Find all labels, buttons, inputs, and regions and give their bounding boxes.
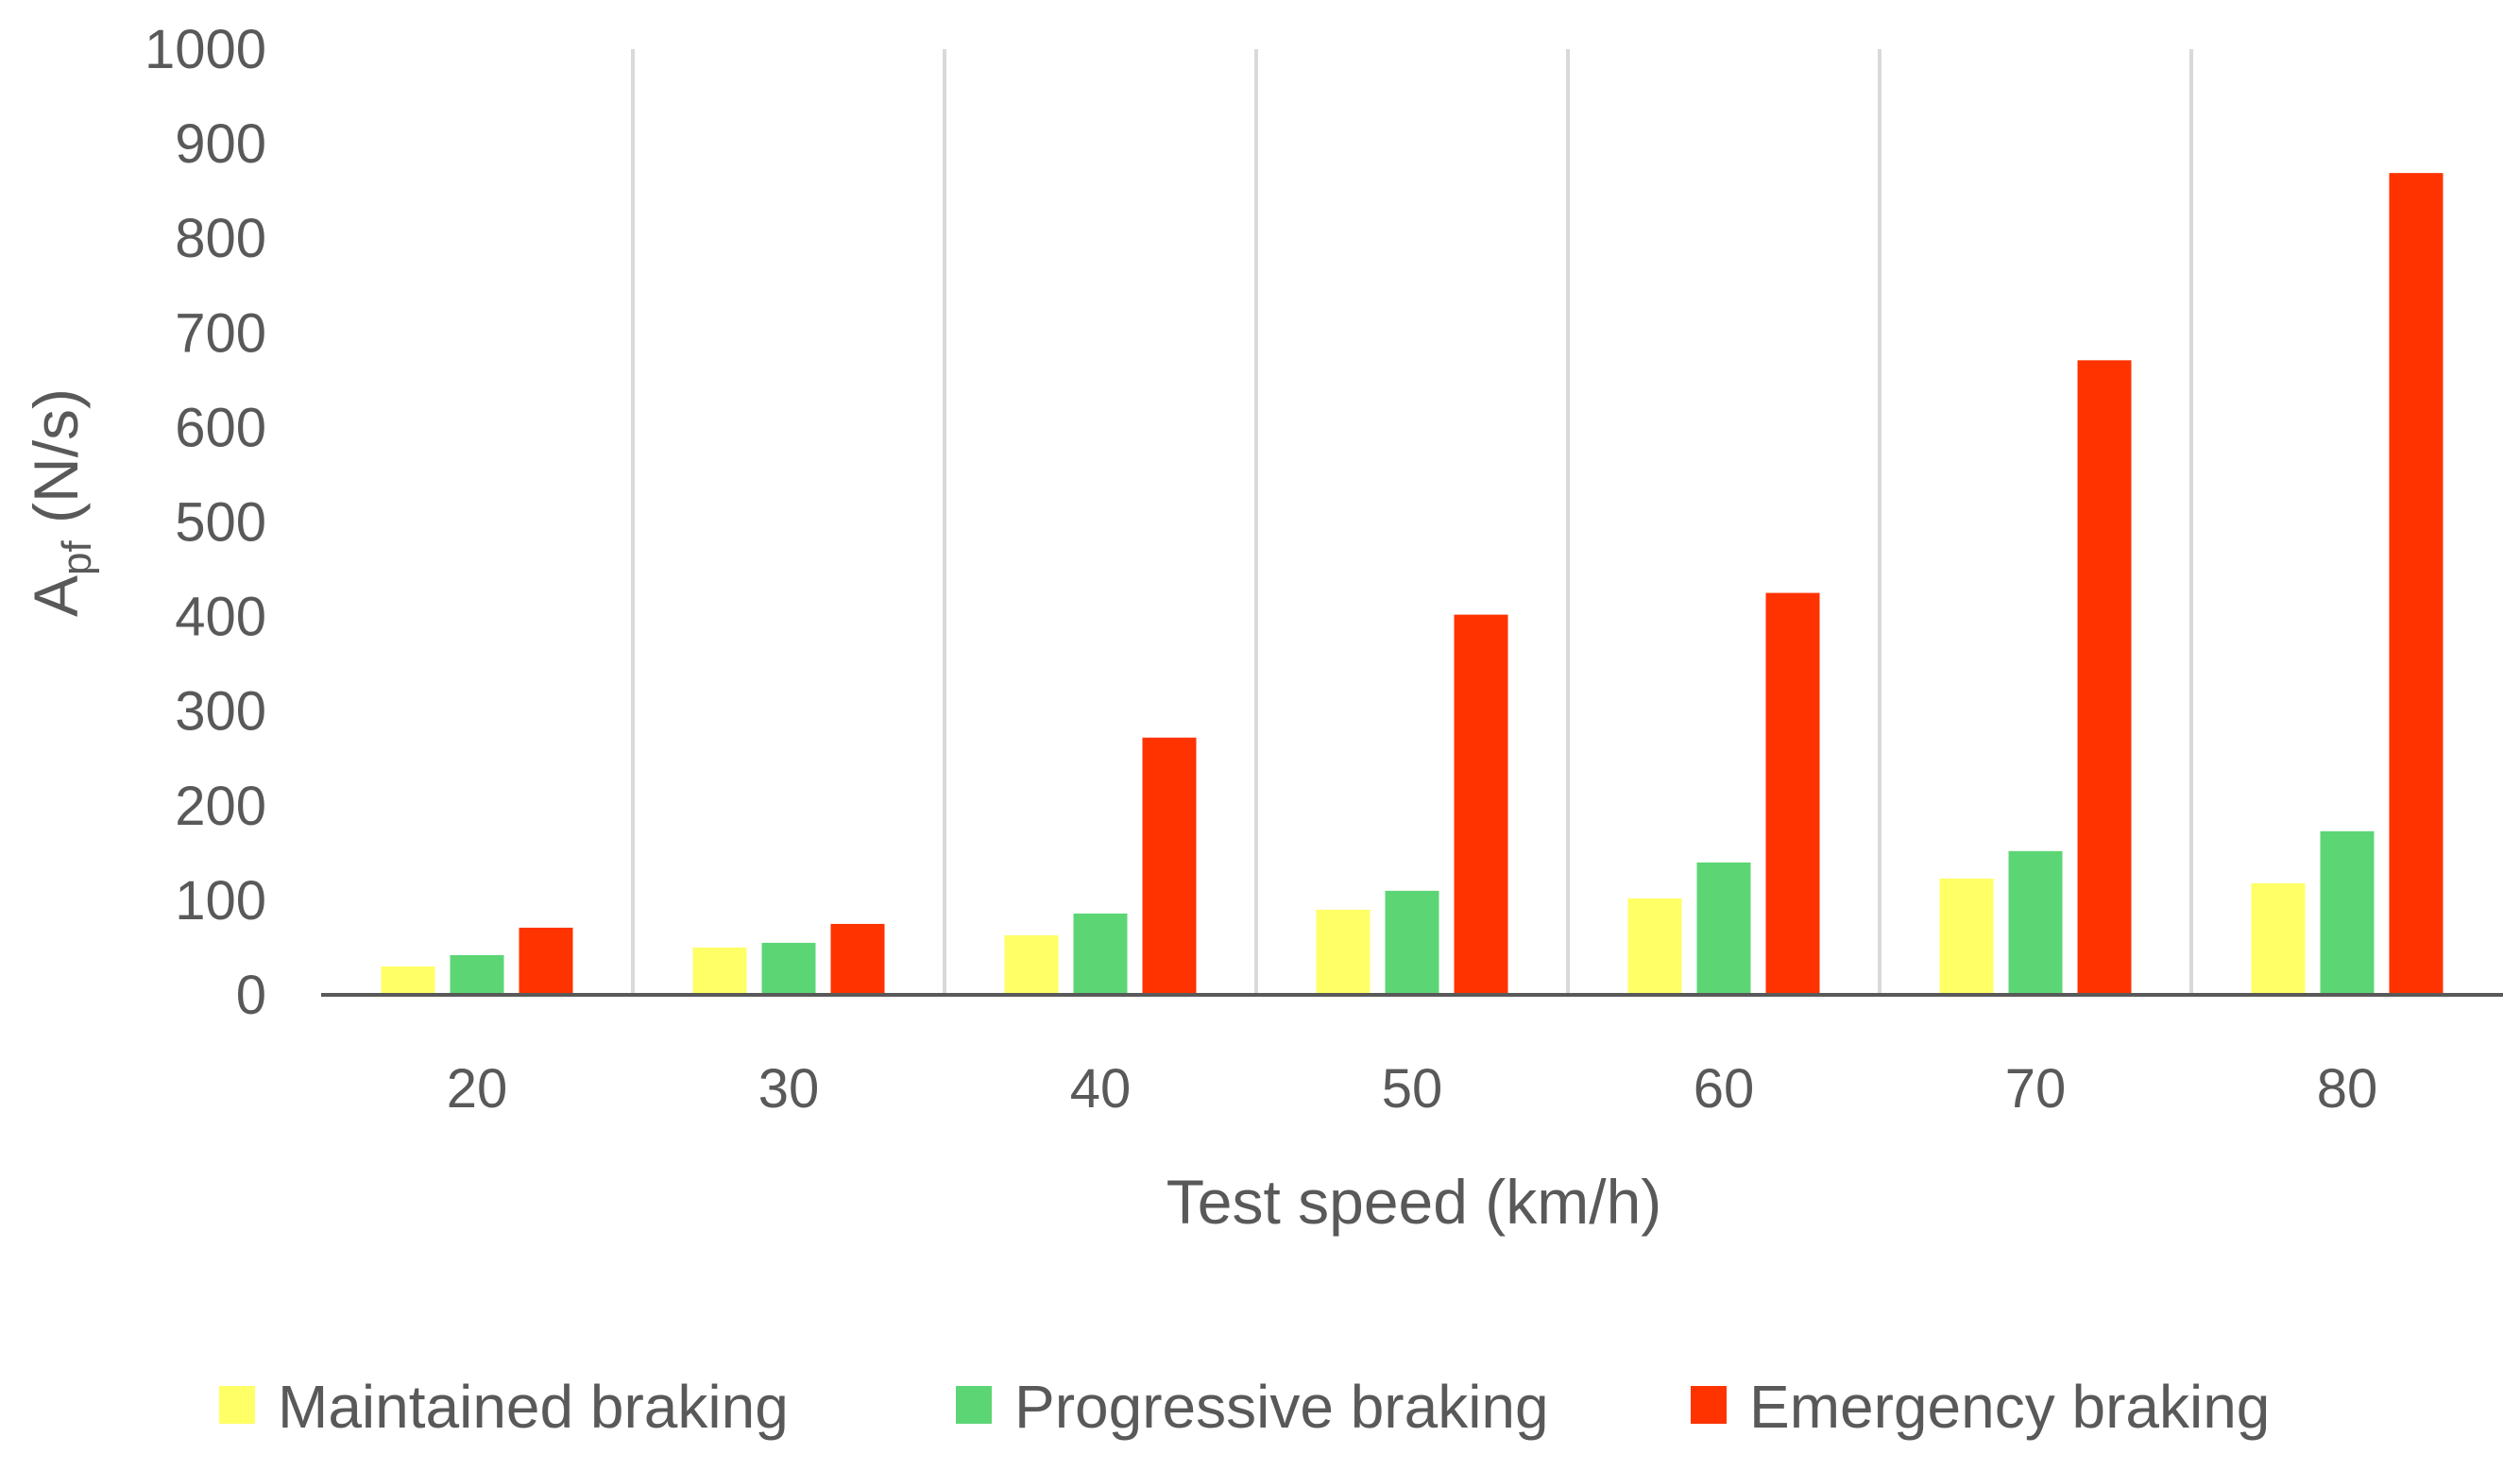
legend-swatch-progressive-braking xyxy=(956,1386,992,1424)
legend: Maintained braking Progressive braking Eme… xyxy=(219,1373,2270,1441)
x-tick-labels: 20 30 40 50 60 70 80 xyxy=(447,1058,2378,1120)
y-tick-label: 600 xyxy=(175,397,266,458)
y-tick-label: 700 xyxy=(175,302,266,364)
bar-emergency-braking-80 xyxy=(2389,173,2443,996)
x-tick-label: 50 xyxy=(1382,1058,1443,1120)
x-axis-title: Test speed (km/h) xyxy=(1166,1167,1662,1237)
y-tick-label: 400 xyxy=(175,587,266,648)
bar-emergency-braking-70 xyxy=(2077,360,2132,996)
bar-progressive-braking-70 xyxy=(2008,850,2063,995)
y-tick-labels: 0 100 200 300 400 500 600 700 800 900 1000 xyxy=(145,19,266,1026)
bar-maintained-braking-40 xyxy=(1004,934,1059,995)
bar-maintained-braking-80 xyxy=(2251,882,2306,995)
bar-progressive-braking-80 xyxy=(2320,830,2375,995)
x-tick-label: 60 xyxy=(1694,1058,1755,1120)
y-tick-label: 300 xyxy=(175,681,266,743)
bar-maintained-braking-70 xyxy=(1939,878,1994,995)
bar-progressive-braking-20 xyxy=(450,954,504,995)
grid-layer xyxy=(631,49,2193,995)
bar-maintained-braking-30 xyxy=(692,947,747,995)
y-axis-title-main: A xyxy=(21,575,91,617)
bar-maintained-braking-60 xyxy=(1627,898,1682,995)
y-axis-title: Apf (N/s) xyxy=(21,388,100,617)
y-axis-title-subscript: pf xyxy=(54,540,100,575)
y-tick-label: 100 xyxy=(175,870,266,932)
legend-swatch-maintained-braking xyxy=(219,1386,255,1424)
legend-swatch-emergency-braking xyxy=(1691,1386,1727,1424)
bar-progressive-braking-40 xyxy=(1073,913,1128,995)
y-tick-label: 1000 xyxy=(145,19,266,80)
bar-progressive-braking-50 xyxy=(1385,890,1439,995)
x-tick-label: 80 xyxy=(2317,1058,2378,1120)
x-tick-label: 40 xyxy=(1070,1058,1132,1120)
bar-emergency-braking-40 xyxy=(1142,737,1197,995)
y-tick-label: 800 xyxy=(175,208,266,269)
legend-label-maintained-braking: Maintained braking xyxy=(278,1373,789,1441)
x-tick-label: 30 xyxy=(758,1058,820,1120)
y-axis-title-unit: (N/s) xyxy=(21,388,91,540)
legend-label-progressive-braking: Progressive braking xyxy=(1014,1373,1549,1441)
bar-maintained-braking-50 xyxy=(1316,909,1371,995)
x-tick-label: 20 xyxy=(447,1058,508,1120)
bar-emergency-braking-20 xyxy=(519,927,573,995)
bar-progressive-braking-60 xyxy=(1696,862,1751,995)
y-tick-label: 0 xyxy=(236,965,266,1026)
bar-emergency-braking-30 xyxy=(830,923,885,995)
x-tick-label: 70 xyxy=(2005,1058,2067,1120)
legend-label-emergency-braking: Emergency braking xyxy=(1749,1373,2270,1441)
bar-emergency-braking-60 xyxy=(1765,592,1820,995)
y-tick-label: 500 xyxy=(175,492,266,554)
y-tick-label: 200 xyxy=(175,776,266,837)
y-tick-label: 900 xyxy=(175,113,266,175)
bar-emergency-braking-50 xyxy=(1454,614,1508,995)
bar-maintained-braking-20 xyxy=(381,966,435,995)
bar-layer xyxy=(381,173,2443,996)
bar-progressive-braking-30 xyxy=(761,942,816,995)
